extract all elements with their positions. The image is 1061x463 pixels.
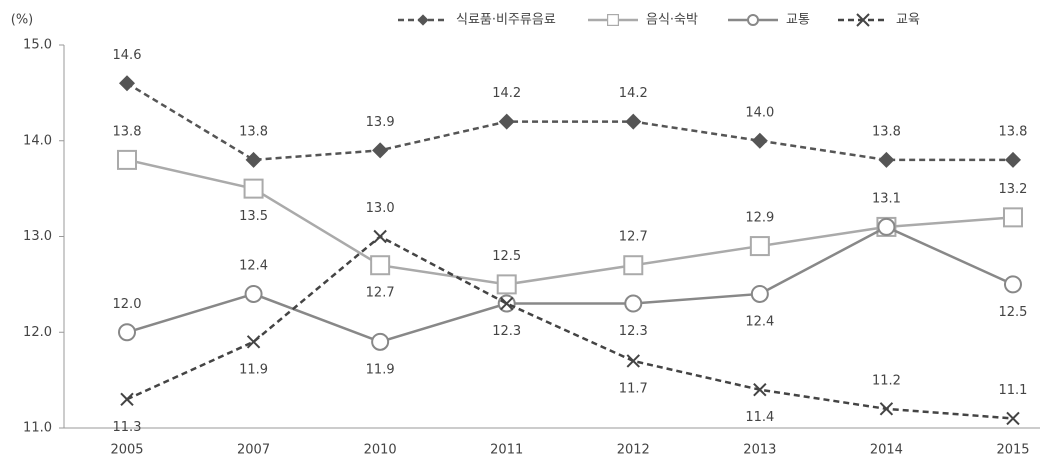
series: 14.6 13.8 13.9 14.2 14.2 14.0 13.8 13.8 [113,48,1028,168]
data-label: 13.0 [366,201,395,216]
legend-label: 교육 [896,13,920,28]
marker [371,332,390,351]
x-tick-label: 2015 [996,443,1029,458]
marker [623,255,644,276]
x-tick-label: 2013 [743,443,776,458]
data-label: 11.2 [872,373,901,388]
line [126,225,1014,344]
data-label: 12.7 [366,286,395,301]
marker [244,284,263,303]
marker [753,382,767,397]
marker [1004,151,1021,168]
marker [624,294,643,313]
data-label: 11.3 [113,420,142,435]
data-label: 11.9 [239,362,268,377]
data-label: 13.9 [366,115,395,130]
data-label: 12.7 [619,230,648,245]
marker [1003,275,1022,294]
legend-item: 음식·숙박 [588,13,698,28]
data-label: 13.8 [872,124,901,139]
y-tick-label: 13.0 [23,229,52,244]
data-label: 13.1 [872,191,901,206]
x-tick-label: 2011 [490,443,523,458]
data-label: 12.5 [492,249,521,264]
data-label: 14.2 [619,86,648,101]
data-label: 14.0 [745,105,774,120]
legend-item: 교통 [728,13,810,28]
data-label: 13.5 [239,209,268,224]
data-label: 12.0 [113,297,142,312]
marker [372,142,389,159]
y-tick-label: 11.0 [23,421,52,436]
data-label: 11.1 [999,383,1028,398]
x-tick-label: 2007 [237,443,270,458]
marker [246,335,261,349]
marker [877,217,896,236]
y-tick-label: 15.0 [23,38,52,53]
marker [625,113,642,130]
marker [500,296,514,311]
data-label: 13.2 [999,182,1028,197]
line [126,82,1013,162]
marker [626,354,640,368]
marker [370,255,391,276]
data-label: 14.6 [113,48,142,63]
marker [243,178,264,199]
marker [750,284,769,303]
legend-label: 음식·숙박 [646,13,698,28]
data-label: 13.8 [999,124,1028,139]
data-label: 13.8 [113,124,142,139]
marker [117,149,137,170]
marker [120,392,134,406]
marker [119,75,135,92]
data-label: 12.4 [745,314,774,329]
marker [373,229,387,244]
marker [1002,207,1023,228]
x-tick-label: 2012 [617,443,650,458]
legend-label: 교통 [786,13,810,28]
legend-marker [856,13,870,27]
data-label: 14.2 [492,86,521,101]
data-label: 11.7 [619,381,648,396]
data-label: 13.8 [239,124,268,139]
y-tick-label: 12.0 [23,325,52,340]
legend-marker [747,14,759,26]
x-tick-label: 2010 [364,443,397,458]
legend-marker [417,14,429,26]
marker [1006,411,1020,426]
data-label: 12.4 [239,258,268,273]
marker [498,113,515,130]
y-tick-label: 14.0 [23,133,52,148]
line [126,158,1014,286]
data-label: 12.3 [619,324,648,339]
marker [878,151,895,168]
legend-item: 식료품·비주류음료 [398,13,556,28]
marker [496,274,517,295]
data-label: 12.5 [999,305,1028,320]
legend-marker [606,14,619,27]
marker [879,402,894,416]
line [126,235,1014,420]
legend-label: 식료품·비주류음료 [456,13,556,28]
marker [118,323,136,342]
y-axis-label: (%) [11,13,34,28]
legend-item: 교육 [838,13,920,28]
x-tick-label: 2014 [870,443,903,458]
data-label: 12.9 [745,211,774,226]
series: 12.0 12.4 11.9 12.3 12.3 12.4 12.5 [113,217,1028,377]
series: 11.3 11.9 13.0 11.7 11.4 11.2 11.1 [113,201,1028,435]
data-label: 11.9 [366,362,395,377]
data-label: 11.4 [745,410,774,425]
marker [245,151,262,168]
series: 13.8 13.5 12.7 12.5 12.7 12.9 13.1 13.2 [113,124,1028,300]
x-tick-label: 2005 [110,443,143,458]
marker [749,236,770,257]
data-label: 12.3 [492,324,521,339]
marker [751,132,768,149]
